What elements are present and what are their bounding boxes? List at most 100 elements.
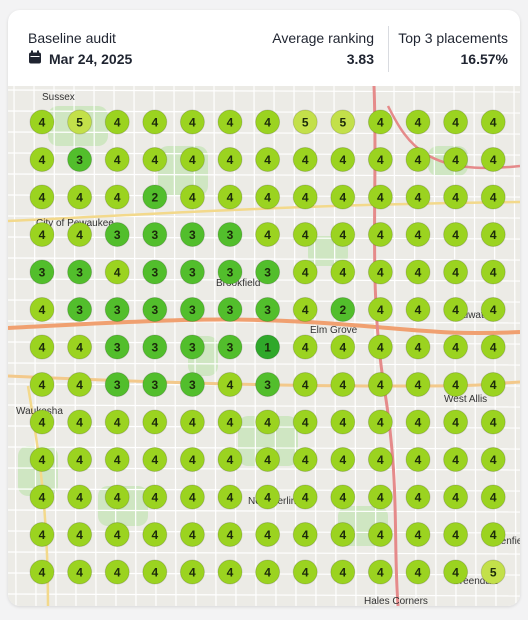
rank-pin: 5 (292, 109, 318, 135)
rank-pin: 4 (142, 484, 168, 510)
rank-label: 3 (151, 341, 158, 355)
rank-label: 4 (377, 228, 384, 242)
rank-marker (29, 297, 55, 322)
rank-pin: 4 (29, 522, 55, 547)
street (8, 446, 520, 450)
rank-pin: 4 (29, 447, 55, 472)
rank-pin: 4 (443, 372, 469, 397)
rank-label: 4 (415, 266, 422, 280)
rank-pin: 4 (405, 522, 431, 547)
rank-pin: 4 (142, 522, 168, 547)
rank-pin: 4 (480, 147, 506, 172)
rank-pin: 4 (480, 372, 506, 397)
rank-label: 4 (39, 116, 46, 130)
rank-label: 4 (227, 566, 234, 580)
rank-label: 4 (39, 416, 46, 430)
rank-pin: 4 (179, 409, 205, 435)
rank-label: 4 (76, 416, 83, 430)
rank-pin: 3 (142, 222, 168, 247)
rank-pin: 4 (217, 484, 243, 510)
rank-label: 4 (114, 416, 121, 430)
rank-marker (217, 147, 243, 172)
rank-pin: 3 (29, 259, 55, 285)
rank-marker (104, 334, 130, 360)
rank-label: 4 (151, 566, 158, 580)
rank-marker (179, 559, 205, 585)
road (8, 200, 520, 223)
rank-pin: 4 (292, 372, 318, 397)
rank-marker (179, 259, 205, 285)
rank-marker (443, 184, 469, 210)
rank-pin: 4 (217, 522, 243, 547)
rank-label: 3 (151, 266, 158, 280)
rank-marker (255, 372, 281, 397)
rank-label: 4 (39, 191, 46, 205)
rank-label: 4 (189, 453, 196, 467)
rank-pin: 3 (217, 259, 243, 285)
rank-marker (29, 372, 55, 397)
rank-pin: 4 (179, 484, 205, 510)
rank-marker (292, 109, 318, 135)
rank-pin: 4 (330, 222, 356, 247)
rank-marker (480, 222, 506, 247)
rank-marker (255, 334, 281, 360)
separator (388, 26, 389, 72)
rank-marker (405, 297, 431, 322)
rank-pin: 4 (443, 334, 469, 360)
rank-marker (67, 334, 93, 360)
calendar-icon (29, 50, 41, 64)
rank-marker (443, 222, 469, 247)
rank-marker (104, 259, 130, 285)
rank-pin: 4 (292, 484, 318, 510)
rank-pin: 4 (104, 484, 130, 510)
rank-label: 4 (76, 191, 83, 205)
rank-label: 3 (264, 303, 271, 317)
rank-pin: 4 (405, 334, 431, 360)
street (473, 86, 477, 606)
rank-pin: 4 (179, 447, 205, 472)
rank-pin: 4 (330, 522, 356, 547)
rank-marker (67, 297, 93, 322)
rank-marker (367, 184, 393, 210)
rank-marker (330, 372, 356, 397)
rank-pin: 4 (292, 334, 318, 360)
rank-marker (443, 559, 469, 585)
rank-label: 4 (452, 303, 459, 317)
map: Sussex City of Pewaukee Brookfield Elm G… (8, 86, 520, 606)
rank-pin: 3 (255, 297, 281, 322)
rank-marker (217, 447, 243, 472)
rank-marker (367, 372, 393, 397)
rank-label: 4 (189, 153, 196, 167)
rank-pin: 2 (330, 297, 356, 322)
rank-pin: 2 (142, 184, 168, 210)
rank-pin: 3 (179, 372, 205, 397)
rank-label: 4 (452, 116, 459, 130)
rank-label: 4 (452, 191, 459, 205)
rank-marker (29, 222, 55, 247)
rank-label: 4 (114, 528, 121, 542)
rank-pin: 4 (142, 109, 168, 135)
rank-marker (142, 109, 168, 135)
highway (8, 317, 520, 336)
rank-label: 4 (114, 266, 121, 280)
rank-label: 4 (189, 116, 196, 130)
rank-marker (142, 147, 168, 172)
audit-label: Baseline audit (28, 30, 116, 46)
rank-pin: 4 (67, 559, 93, 585)
rank-label: 4 (264, 416, 271, 430)
rank-label: 3 (151, 378, 158, 392)
rank-label: 4 (114, 453, 121, 467)
rank-label: 4 (151, 116, 158, 130)
rank-label: 3 (227, 303, 234, 317)
rank-pin: 4 (330, 484, 356, 510)
rank-label: 4 (302, 228, 309, 242)
rank-label: 4 (490, 378, 497, 392)
rank-marker (179, 484, 205, 510)
rank-label: 5 (490, 566, 497, 580)
rank-label: 3 (114, 303, 121, 317)
rank-pin: 4 (255, 109, 281, 135)
street (173, 86, 177, 606)
rank-label: 4 (76, 453, 83, 467)
rank-marker (142, 297, 168, 322)
place-label: Elm Grove (310, 325, 358, 336)
